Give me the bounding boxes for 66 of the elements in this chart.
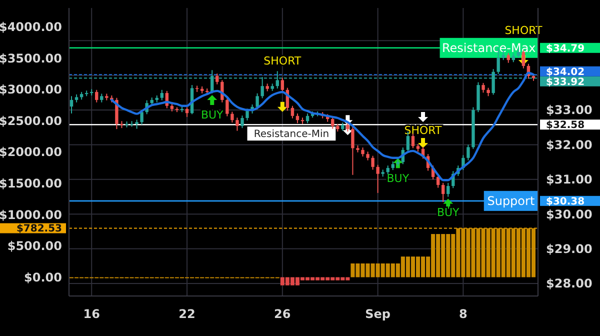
y2-tick-label: $28.00 xyxy=(546,276,592,291)
y2-tick-label: $31.00 xyxy=(546,172,592,187)
annotation: BUY xyxy=(200,108,224,122)
y-tick-label: $3500.00 xyxy=(0,51,62,66)
y-tick-label: $2000.00 xyxy=(0,145,62,160)
candlestick xyxy=(361,146,364,158)
candlestick xyxy=(346,122,350,132)
annotation: SHORT xyxy=(504,24,542,38)
candlestick xyxy=(115,97,118,130)
candlestick xyxy=(240,115,244,129)
candlestick xyxy=(512,52,516,63)
annotation: BUY xyxy=(386,172,410,185)
ref-line-label: Resistance-Max xyxy=(442,41,536,56)
x-tick-label: 22 xyxy=(178,307,196,321)
annotation: BUY xyxy=(436,206,460,220)
y-tick-label: $500.00 xyxy=(7,239,62,254)
candlestick xyxy=(185,106,189,118)
candlestick xyxy=(466,144,470,161)
candlestick xyxy=(226,98,229,117)
candlestick xyxy=(70,96,74,114)
candlestick xyxy=(290,105,294,119)
candlestick xyxy=(230,111,234,124)
candlestick xyxy=(411,133,415,149)
candlestick xyxy=(351,126,354,176)
y2-tick-label: $34.02 xyxy=(546,66,585,78)
candlestick xyxy=(376,164,380,194)
y2-tick-label: $33.92 xyxy=(546,76,585,88)
y-tick-label: $3000.00 xyxy=(0,82,62,97)
x-tick-label: Sep xyxy=(365,307,391,321)
y2-tick-label: $32.58 xyxy=(546,120,585,132)
candlestick xyxy=(135,119,138,130)
y-tick-label: $1000.00 xyxy=(0,208,62,222)
x-tick-label: 26 xyxy=(274,307,291,321)
annotation: SHORT xyxy=(264,54,302,68)
candlestick xyxy=(216,73,219,85)
candlestick xyxy=(256,92,259,110)
candlestick xyxy=(371,155,374,170)
candlestick xyxy=(436,174,440,188)
candlestick xyxy=(446,182,450,198)
candlestick xyxy=(331,116,334,130)
y2-tick-label: $30.38 xyxy=(546,196,585,208)
y2-tick-label: $34.79 xyxy=(546,43,585,54)
y-tick-label: $782.53 xyxy=(16,224,62,235)
y2-tick-label: $33.00 xyxy=(546,103,592,118)
candlestick xyxy=(236,117,239,132)
y2-tick-label: $32.00 xyxy=(546,138,592,152)
candlestick xyxy=(160,89,164,101)
candlestick xyxy=(306,112,310,124)
candlestick xyxy=(442,182,445,202)
candlestick xyxy=(280,77,284,94)
annotation: SHORT xyxy=(404,124,442,137)
y-tick-label: $0.00 xyxy=(24,270,62,284)
y2-tick-label: $30.00 xyxy=(546,207,592,222)
candlestick xyxy=(95,89,98,103)
y-tick-label: $4000.00 xyxy=(0,20,62,34)
y2-tick-label: $29.00 xyxy=(546,242,592,256)
legend-label: Resistance-Min xyxy=(254,129,330,140)
x-tick-label: 8 xyxy=(459,307,468,321)
y-tick-label: $2500.00 xyxy=(0,114,62,128)
candlestick xyxy=(506,52,510,64)
candlestick xyxy=(296,112,300,124)
y-tick-label: $1500.00 xyxy=(0,176,62,191)
candlestick xyxy=(246,108,249,121)
ref-line-label: Support xyxy=(487,194,535,208)
x-tick-label: 16 xyxy=(83,307,100,321)
candlestick xyxy=(482,82,485,94)
